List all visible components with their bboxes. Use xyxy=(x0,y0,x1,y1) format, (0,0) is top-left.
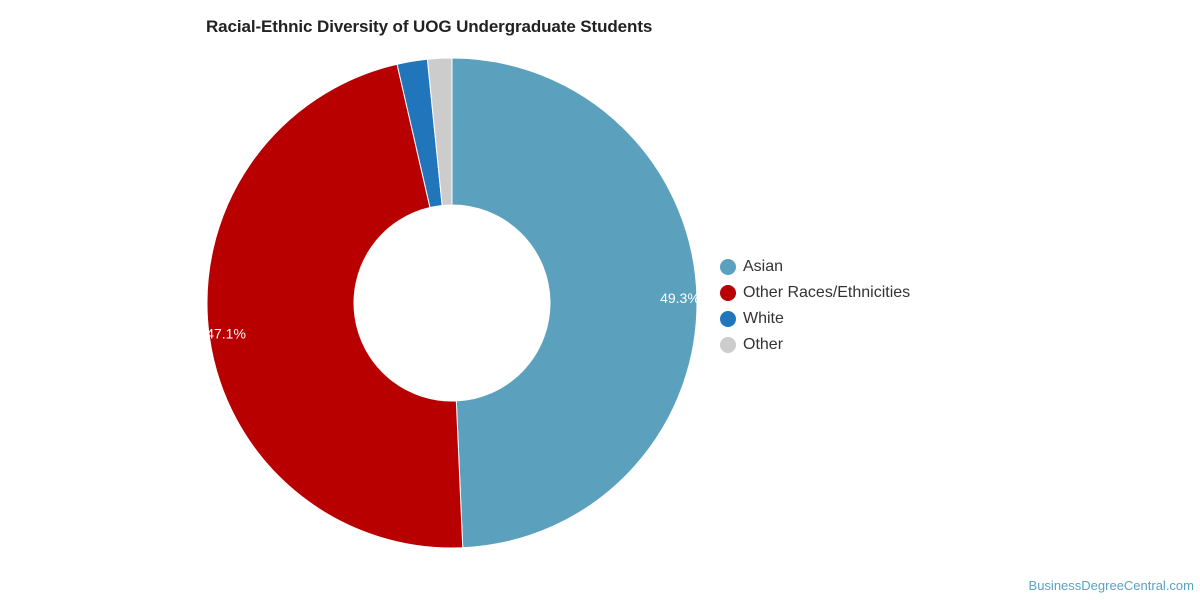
source-watermark[interactable]: BusinessDegreeCentral.com xyxy=(1028,578,1194,593)
legend-item-asian[interactable]: Asian xyxy=(720,254,910,280)
data-label-asian: 49.3% xyxy=(660,290,700,306)
legend-swatch-other xyxy=(720,337,736,353)
legend-swatch-white xyxy=(720,311,736,327)
legend-label-other: Other xyxy=(743,336,784,353)
data-label-other-races-ethnicities: 47.1% xyxy=(206,326,246,342)
legend-label-white: White xyxy=(743,310,784,327)
legend-item-other[interactable]: Other xyxy=(720,332,910,358)
legend-label-other-races-ethnicities: Other Races/Ethnicities xyxy=(743,284,911,301)
chart-title: Racial-Ethnic Diversity of UOG Undergrad… xyxy=(206,17,653,36)
legend-swatch-asian xyxy=(720,259,736,275)
legend-item-other-races-ethnicities[interactable]: Other Races/Ethnicities xyxy=(720,280,910,306)
legend-label-asian: Asian xyxy=(743,258,784,275)
slice-other[interactable] xyxy=(426,57,453,207)
slice-asian[interactable] xyxy=(451,57,698,549)
chart-legend: Asian Other Races/Ethnicities White Other xyxy=(720,254,910,358)
legend-swatch-other-races-ethnicities xyxy=(720,285,736,301)
legend-item-white[interactable]: White xyxy=(720,306,910,332)
slice-other-races-ethnicities[interactable] xyxy=(206,63,464,549)
